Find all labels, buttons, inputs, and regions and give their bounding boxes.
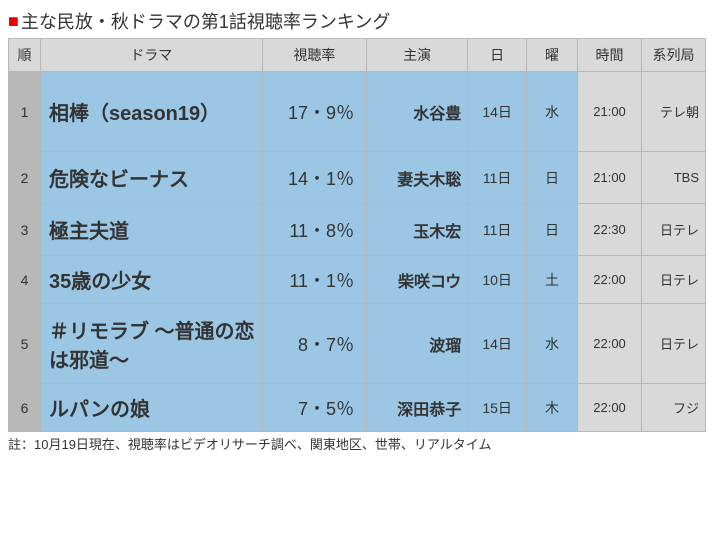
cell-network: フジ: [642, 384, 706, 432]
cell-rank: 4: [9, 256, 41, 304]
cell-drama: ＃リモラブ ～普通の恋は邪道～: [40, 304, 262, 384]
footnote: 註：10月19日現在、視聴率はビデオリサーチ調べ、関東地区、世帯、リアルタイム: [8, 434, 706, 453]
cell-network: テレ朝: [642, 72, 706, 152]
cell-date: 15日: [468, 384, 527, 432]
cell-day: 水: [526, 72, 577, 152]
cell-rating: 7・5％: [262, 384, 366, 432]
table-row: 1相棒（season19）17・9％水谷豊14日水21:00テレ朝: [9, 72, 706, 152]
cell-rating: 14・1％: [262, 152, 366, 204]
cell-network: 日テレ: [642, 204, 706, 256]
cell-rating: 11・1％: [262, 256, 366, 304]
table-row: 6ルパンの娘7・5％深田恭子15日木22:00フジ: [9, 384, 706, 432]
cell-rank: 3: [9, 204, 41, 256]
col-day: 曜: [526, 39, 577, 72]
cell-time: 22:00: [578, 256, 642, 304]
cell-rating: 17・9％: [262, 72, 366, 152]
col-network: 系列局: [642, 39, 706, 72]
cell-lead: 柴咲コウ: [367, 256, 468, 304]
col-date: 日: [468, 39, 527, 72]
cell-time: 22:30: [578, 204, 642, 256]
cell-network: 日テレ: [642, 304, 706, 384]
col-rank: 順: [9, 39, 41, 72]
cell-date: 10日: [468, 256, 527, 304]
cell-lead: 玉木宏: [367, 204, 468, 256]
col-lead: 主演: [367, 39, 468, 72]
cell-time: 22:00: [578, 304, 642, 384]
cell-time: 21:00: [578, 72, 642, 152]
cell-network: 日テレ: [642, 256, 706, 304]
cell-day: 日: [526, 152, 577, 204]
cell-day: 土: [526, 256, 577, 304]
cell-drama: 相棒（season19）: [40, 72, 262, 152]
cell-lead: 妻夫木聡: [367, 152, 468, 204]
cell-lead: 水谷豊: [367, 72, 468, 152]
title-text: 主な民放・秋ドラマの第1話視聴率ランキング: [21, 8, 390, 34]
cell-rank: 5: [9, 304, 41, 384]
cell-date: 14日: [468, 72, 527, 152]
cell-rank: 6: [9, 384, 41, 432]
cell-drama: ルパンの娘: [40, 384, 262, 432]
cell-drama: 極主夫道: [40, 204, 262, 256]
cell-date: 11日: [468, 204, 527, 256]
table-row: 3極主夫道11・8％玉木宏11日日22:30日テレ: [9, 204, 706, 256]
cell-drama: 35歳の少女: [40, 256, 262, 304]
cell-drama: 危険なビーナス: [40, 152, 262, 204]
col-drama: ドラマ: [40, 39, 262, 72]
cell-time: 22:00: [578, 384, 642, 432]
table-body: 1相棒（season19）17・9％水谷豊14日水21:00テレ朝2危険なビーナ…: [9, 72, 706, 432]
cell-lead: 波瑠: [367, 304, 468, 384]
ranking-table: 順 ドラマ 視聴率 主演 日 曜 時間 系列局 1相棒（season19）17・…: [8, 38, 706, 432]
cell-rating: 11・8％: [262, 204, 366, 256]
cell-day: 水: [526, 304, 577, 384]
cell-lead: 深田恭子: [367, 384, 468, 432]
cell-rank: 2: [9, 152, 41, 204]
cell-date: 11日: [468, 152, 527, 204]
cell-rating: 8・7％: [262, 304, 366, 384]
title-marker: ■: [8, 11, 19, 32]
table-row: 5＃リモラブ ～普通の恋は邪道～8・7％波瑠14日水22:00日テレ: [9, 304, 706, 384]
cell-network: TBS: [642, 152, 706, 204]
cell-rank: 1: [9, 72, 41, 152]
col-rating: 視聴率: [262, 39, 366, 72]
cell-date: 14日: [468, 304, 527, 384]
title-row: ■ 主な民放・秋ドラマの第1話視聴率ランキング: [8, 8, 706, 34]
cell-day: 日: [526, 204, 577, 256]
header-row: 順 ドラマ 視聴率 主演 日 曜 時間 系列局: [9, 39, 706, 72]
col-time: 時間: [578, 39, 642, 72]
cell-day: 木: [526, 384, 577, 432]
cell-time: 21:00: [578, 152, 642, 204]
table-row: 435歳の少女11・1％柴咲コウ10日土22:00日テレ: [9, 256, 706, 304]
table-row: 2危険なビーナス14・1％妻夫木聡11日日21:00TBS: [9, 152, 706, 204]
